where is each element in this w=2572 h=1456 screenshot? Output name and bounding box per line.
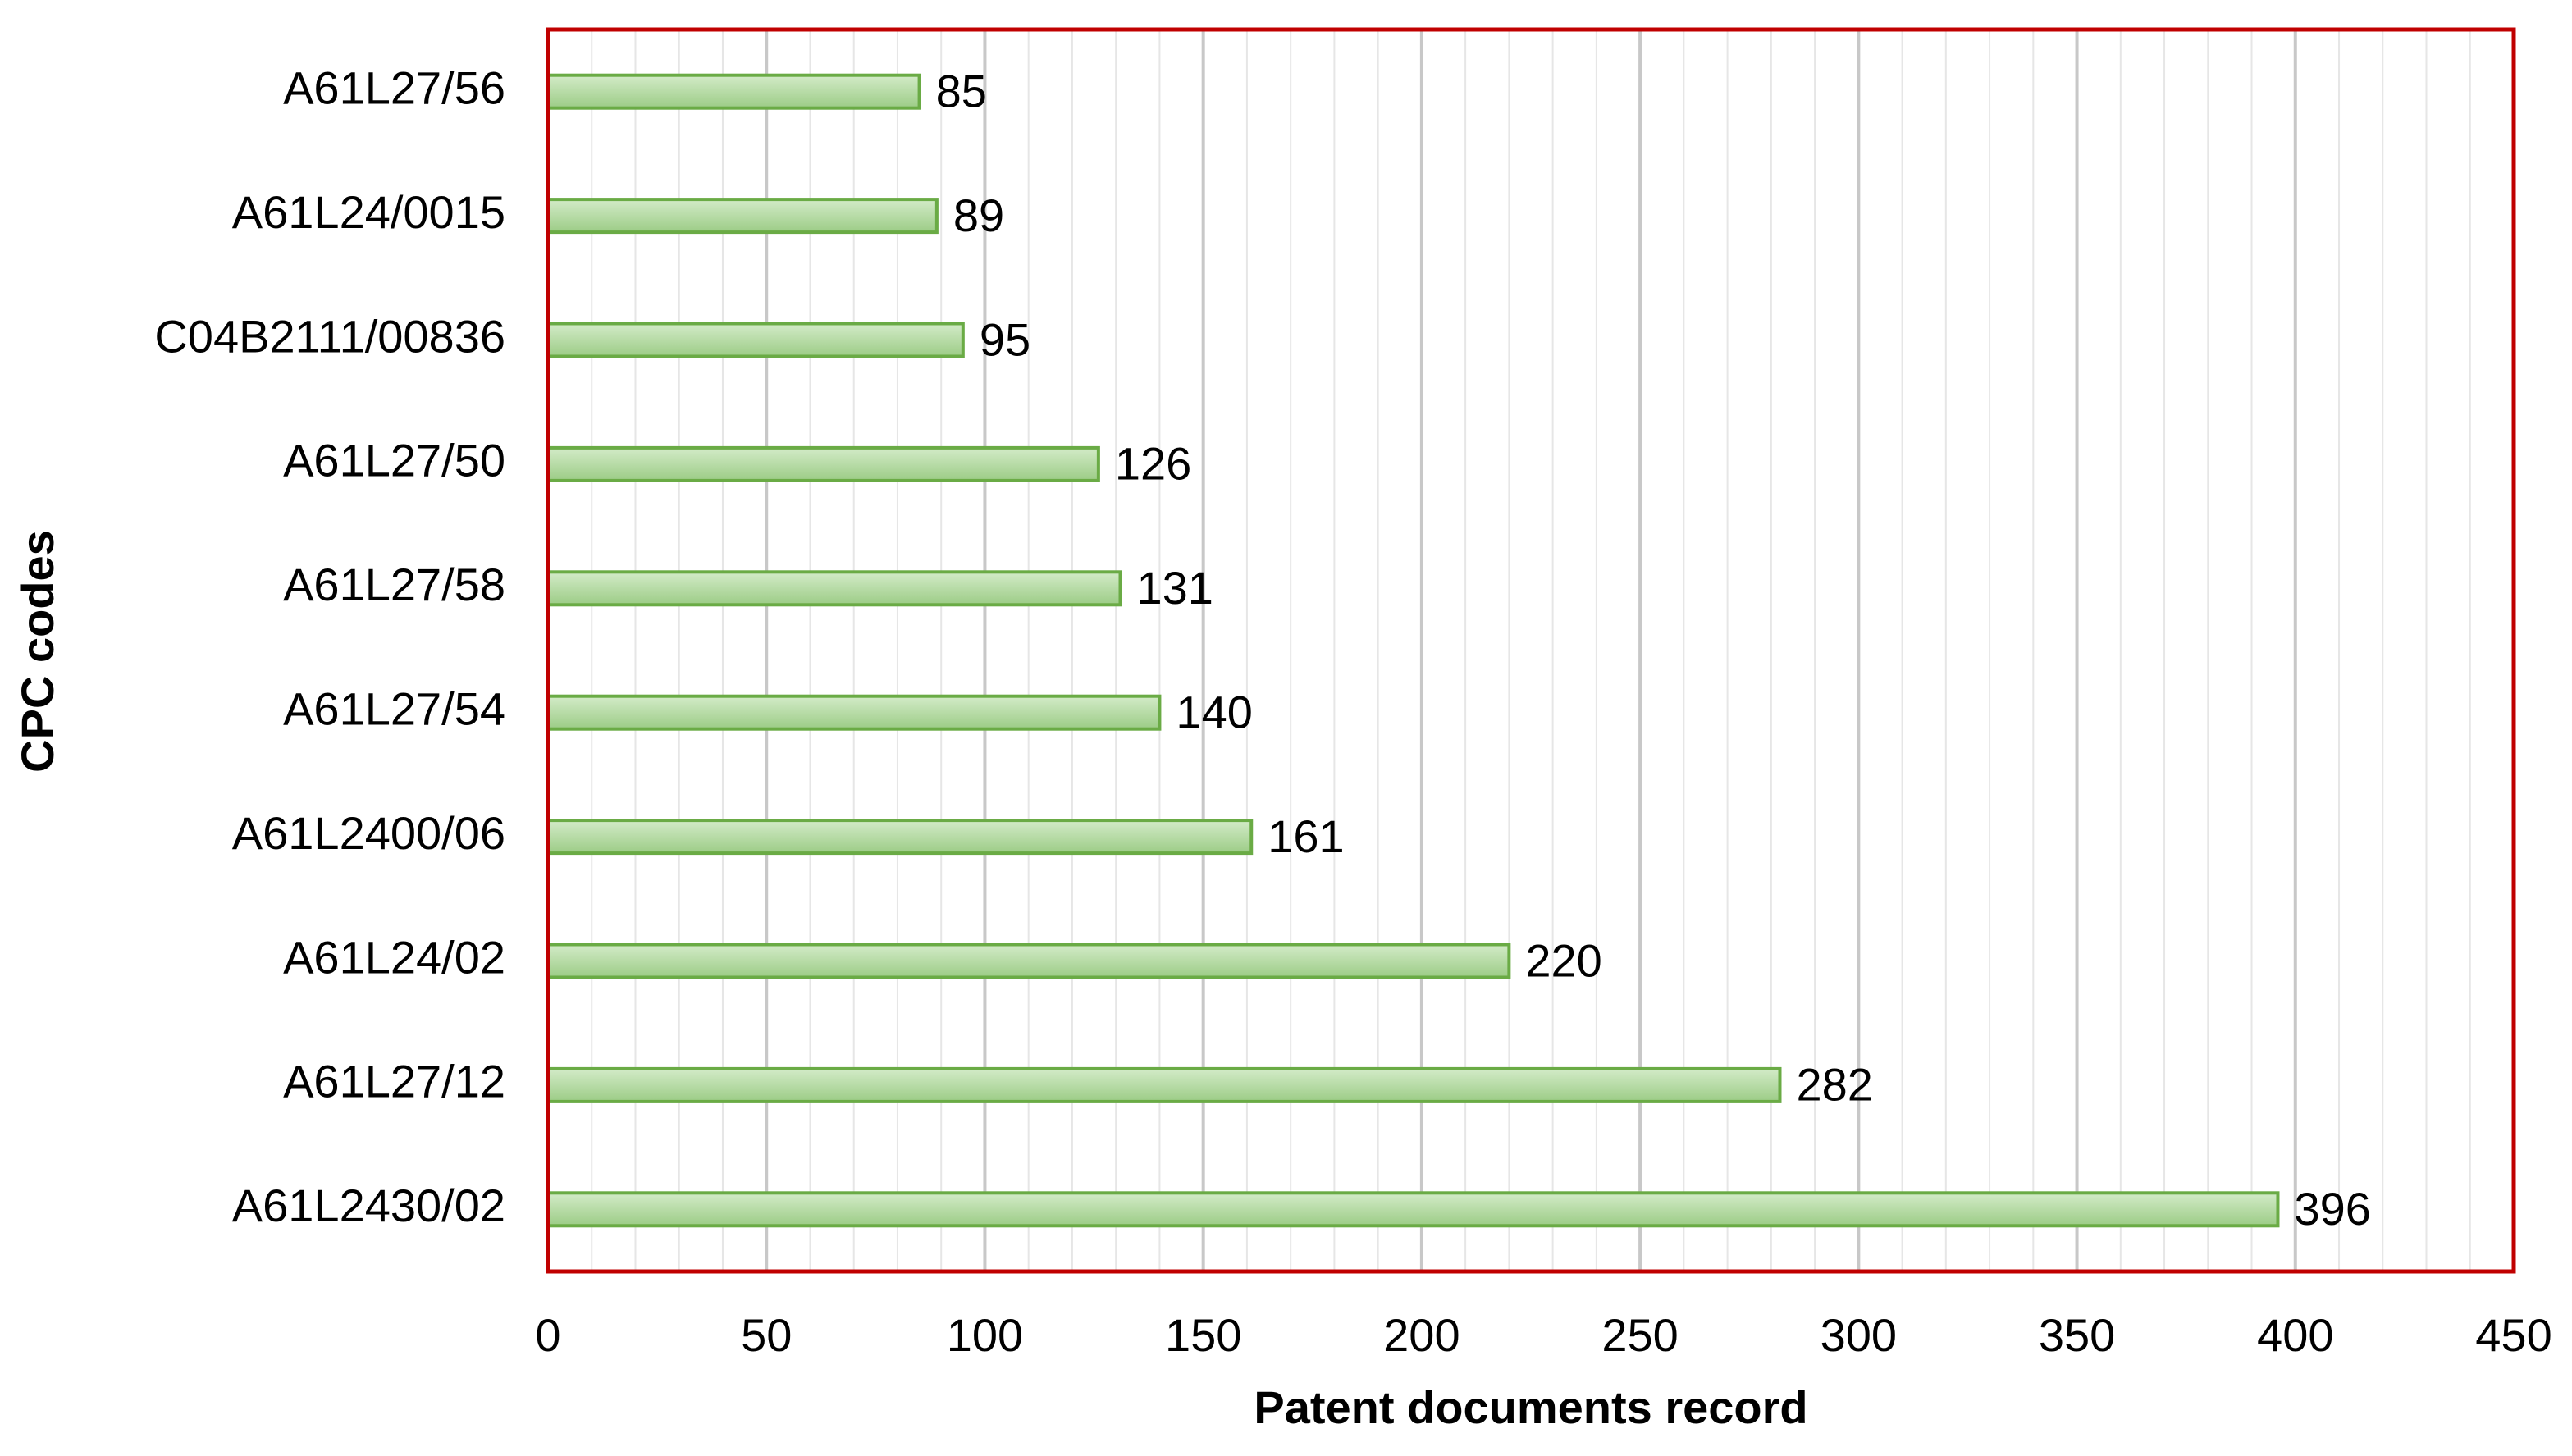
x-tick-label: 300 — [1821, 1309, 1897, 1361]
x-tick-label: 450 — [2475, 1309, 2551, 1361]
value-label: 282 — [1796, 1059, 1872, 1111]
value-label: 161 — [1268, 810, 1344, 862]
value-label: 396 — [2294, 1183, 2370, 1235]
bar — [546, 445, 1100, 482]
bar — [546, 322, 965, 358]
x-tick-label: 250 — [1601, 1309, 1678, 1361]
value-label: 89 — [953, 189, 1004, 241]
y-tick-label: A61L27/58 — [283, 559, 505, 610]
bar — [546, 1066, 1782, 1103]
y-tick-label: A61L27/56 — [283, 62, 505, 113]
value-label: 126 — [1115, 438, 1191, 490]
bar — [546, 198, 939, 235]
bar — [546, 694, 1162, 731]
bar — [546, 570, 1122, 607]
y-tick-label: A61L24/02 — [283, 931, 505, 983]
y-tick-label: A61L2430/02 — [232, 1180, 505, 1231]
y-axis-title: CPC codes — [11, 530, 63, 773]
y-tick-label: A61L24/0015 — [232, 186, 505, 238]
x-tick-label: 150 — [1165, 1309, 1241, 1361]
x-tick-label: 0 — [535, 1309, 560, 1361]
bar — [546, 943, 1511, 979]
plot-frame — [546, 27, 2516, 1274]
x-tick-label: 350 — [2039, 1309, 2115, 1361]
y-tick-label: A61L2400/06 — [232, 807, 505, 859]
value-label: 220 — [1525, 934, 1601, 986]
value-label: 95 — [980, 313, 1030, 365]
value-label: 85 — [936, 65, 987, 116]
x-axis-title: Patent documents record — [1254, 1381, 1807, 1433]
x-tick-label: 100 — [947, 1309, 1023, 1361]
y-tick-label: C04B2111/00836 — [154, 310, 505, 362]
value-label: 140 — [1176, 686, 1252, 737]
bar — [546, 1191, 2280, 1228]
x-tick-label: 400 — [2257, 1309, 2333, 1361]
x-tick-label: 200 — [1383, 1309, 1460, 1361]
x-tick-label: 50 — [741, 1309, 792, 1361]
y-tick-label: A61L27/12 — [283, 1056, 505, 1107]
y-tick-label: A61L27/50 — [283, 435, 505, 486]
value-label: 131 — [1137, 562, 1213, 614]
y-tick-label: A61L27/54 — [283, 682, 505, 734]
bar — [546, 819, 1254, 856]
bar — [546, 73, 921, 110]
